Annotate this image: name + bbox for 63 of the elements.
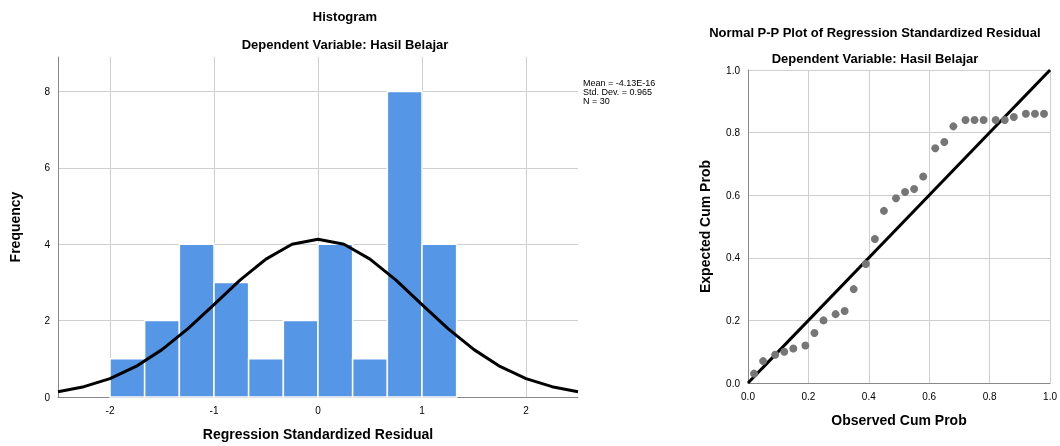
point — [870, 235, 879, 244]
x-tick-label: 2 — [523, 404, 530, 416]
point — [949, 122, 958, 131]
point — [991, 116, 1000, 125]
point — [931, 144, 940, 153]
point — [789, 344, 798, 353]
chart-subtitle: Dependent Variable: Hasil Belajar — [241, 37, 449, 52]
x-tick-label: 0.6 — [922, 390, 937, 402]
text: Std. Dev. = 0.965 — [583, 86, 653, 97]
point — [1040, 109, 1049, 118]
point — [919, 172, 928, 181]
x-tick-label: -1 — [209, 404, 219, 416]
point — [810, 328, 819, 337]
point — [759, 357, 768, 366]
point — [961, 116, 970, 125]
point — [861, 260, 870, 269]
point — [750, 369, 759, 378]
y-tick-label: 0.4 — [726, 252, 741, 264]
point — [1030, 109, 1039, 118]
y-tick-label: 0.8 — [726, 127, 741, 139]
y-axis-title: Frequency — [7, 191, 23, 263]
y-axis-title: Expected Cum Prob — [697, 159, 713, 294]
y-tick-label: 8 — [44, 85, 51, 97]
x-axis-title: Regression Standardized Residual — [202, 426, 434, 442]
y-tick-label: 6 — [44, 162, 51, 174]
point — [892, 194, 900, 203]
point — [1009, 112, 1018, 121]
chart-subtitle: Dependent Variable: Hasil Belajar — [771, 51, 979, 66]
point — [879, 206, 888, 215]
x-tick-label: 0.8 — [982, 390, 998, 402]
x-tick-label: 1.0 — [1043, 390, 1058, 402]
x-tick-label: -2 — [105, 404, 115, 416]
point — [979, 116, 988, 125]
point — [910, 184, 919, 193]
x-tick-label: 0 — [315, 404, 322, 416]
y-tick-label: 0.6 — [726, 189, 741, 201]
x-tick-label: 0.2 — [801, 390, 816, 402]
point — [970, 116, 979, 125]
point — [849, 285, 858, 294]
x-axis-title: Observed Cum Prob — [831, 412, 967, 428]
x-tick-label: 1 — [419, 404, 426, 416]
text: Mean = -4.13E-16 — [583, 77, 656, 88]
y-tick-label: 2 — [44, 315, 51, 327]
y-tick-label: 1.0 — [726, 64, 741, 76]
point — [1000, 116, 1009, 125]
point — [831, 310, 840, 319]
line-series — [56, 237, 580, 394]
point — [940, 137, 949, 146]
y-tick-label: 0.0 — [726, 377, 741, 389]
y-tick-label: 4 — [44, 238, 51, 250]
x-tick-label: 0.4 — [861, 390, 877, 402]
point — [780, 347, 789, 356]
point — [840, 307, 849, 316]
x-tick-label: 0.0 — [741, 390, 756, 402]
text: N = 30 — [583, 95, 610, 106]
point — [819, 316, 828, 325]
point — [1021, 109, 1030, 118]
y-tick-label: 0.2 — [726, 314, 741, 326]
chart-title: Normal P-P Plot of Regression Standardized Residual — [709, 25, 1041, 40]
point — [901, 188, 910, 197]
chart-title: Histogram — [312, 9, 378, 24]
point — [801, 341, 810, 350]
point — [771, 350, 780, 359]
